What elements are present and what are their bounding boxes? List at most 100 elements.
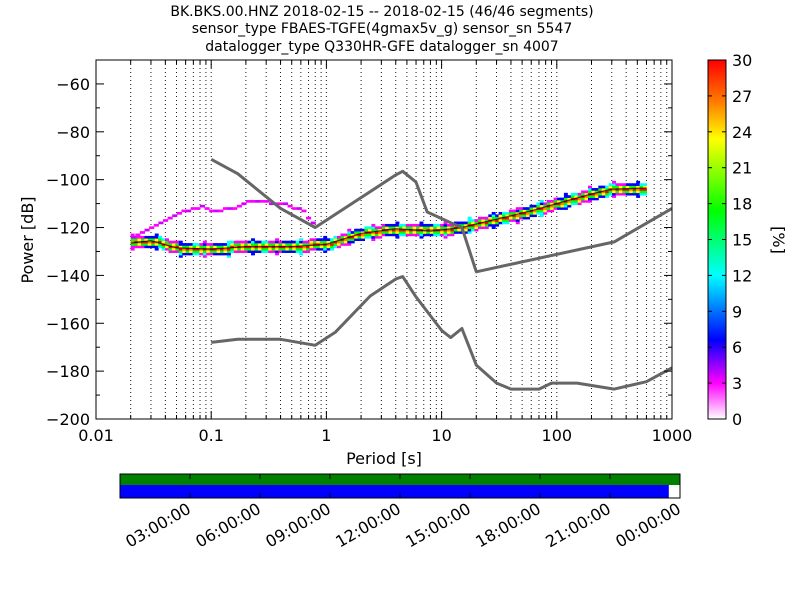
noise-model-low — [211, 275, 673, 391]
psd-cell — [268, 240, 273, 244]
psd-cell — [251, 247, 255, 251]
psd-cell — [134, 235, 139, 239]
psd-cell — [367, 228, 372, 232]
psd-cell — [371, 223, 376, 227]
psd-cell — [605, 195, 610, 198]
psd-cell — [443, 226, 448, 230]
psd-cell — [223, 245, 228, 249]
chart-title-line-1: BK.BKS.00.HNZ 2018-02-15 -- 2018-02-15 (… — [170, 4, 593, 20]
psd-cell — [522, 216, 527, 220]
psd-cell — [185, 243, 190, 246]
colorbar-tick-label: 21 — [732, 159, 752, 178]
psd-cell — [629, 192, 634, 196]
psd-cell — [220, 250, 225, 253]
psd-cell — [433, 231, 438, 234]
psd-cell — [625, 192, 630, 196]
psd-cell — [443, 223, 448, 227]
psd-cell — [436, 231, 441, 234]
psd-cell — [350, 233, 355, 237]
psd-cell — [371, 228, 376, 232]
psd-cell — [299, 245, 304, 249]
psd-cell — [237, 247, 242, 251]
psd-cell — [419, 235, 424, 239]
psd-cell — [162, 219, 169, 222]
psd-cell — [594, 192, 599, 196]
psd-cell — [147, 240, 152, 244]
psd-cell — [477, 223, 482, 227]
psd-cell — [581, 192, 586, 196]
psd-cell — [147, 238, 152, 241]
psd-cell — [275, 243, 280, 246]
psd-cell — [226, 245, 231, 249]
psd-cell — [316, 245, 321, 249]
psd-cell — [405, 231, 410, 234]
psd-cell — [391, 228, 396, 232]
colorbar-tick-label: 6 — [732, 338, 742, 357]
psd-cell — [336, 240, 341, 244]
psd-cell — [196, 252, 200, 256]
psd-cell — [175, 247, 180, 251]
psd-cell — [563, 197, 568, 201]
psd-cell — [577, 195, 582, 198]
psd-cell — [625, 188, 630, 191]
psd-cell — [371, 226, 376, 230]
psd-cell — [364, 235, 369, 239]
psd-cell — [374, 235, 379, 239]
psd-cell — [213, 250, 218, 253]
psd-cell — [171, 250, 176, 253]
psd-cell — [134, 245, 139, 249]
psd-cell — [570, 200, 575, 203]
psd-cell — [522, 211, 527, 215]
colorbar-tick-label: 0 — [732, 410, 742, 429]
psd-cell — [639, 185, 644, 189]
psd-cell — [213, 245, 218, 249]
psd-cell — [154, 233, 159, 237]
psd-cell — [361, 228, 365, 232]
psd-cell — [405, 233, 410, 237]
psd-cell — [158, 240, 163, 244]
psd-cell — [288, 250, 293, 253]
psd-cell — [625, 190, 630, 194]
psd-cell — [433, 233, 438, 237]
psd-cell — [144, 235, 149, 239]
psd-cell — [319, 238, 324, 241]
psd-cell — [395, 233, 400, 237]
psd-cell — [598, 188, 603, 191]
psd-cell — [310, 221, 316, 225]
psd-cell — [275, 247, 280, 251]
psd-cell — [130, 238, 135, 241]
psd-cell — [467, 228, 472, 232]
psd-cell — [594, 195, 599, 198]
psd-cell — [251, 238, 255, 241]
psd-cell — [612, 190, 616, 194]
psd-cell — [209, 243, 214, 246]
psd-cell — [474, 226, 479, 230]
psd-cell — [422, 223, 427, 227]
psd-cell — [491, 216, 496, 220]
psd-cell — [134, 243, 139, 246]
psd-cell — [168, 247, 173, 251]
psd-cell — [268, 247, 273, 251]
psd-cell — [175, 240, 180, 244]
psd-cell — [259, 200, 265, 203]
psd-cell — [587, 185, 592, 189]
plot-frame — [95, 59, 673, 420]
psd-cell — [515, 207, 520, 210]
psd-cell — [553, 207, 558, 210]
psd-cell — [264, 200, 270, 203]
psd-cell — [515, 221, 520, 225]
psd-cell — [412, 223, 417, 227]
psd-cell — [182, 250, 187, 253]
psd-cell — [350, 231, 355, 234]
psd-cell — [374, 233, 379, 237]
psd-cell — [477, 226, 482, 230]
psd-cell — [622, 188, 627, 191]
psd-cell — [275, 250, 280, 253]
psd-cell — [608, 190, 613, 194]
psd-cell — [594, 190, 599, 194]
psd-cell — [508, 211, 513, 215]
psd-cell — [254, 240, 259, 244]
psd-cell — [240, 247, 245, 251]
psd-cell — [357, 233, 362, 237]
psd-cell — [636, 180, 641, 184]
